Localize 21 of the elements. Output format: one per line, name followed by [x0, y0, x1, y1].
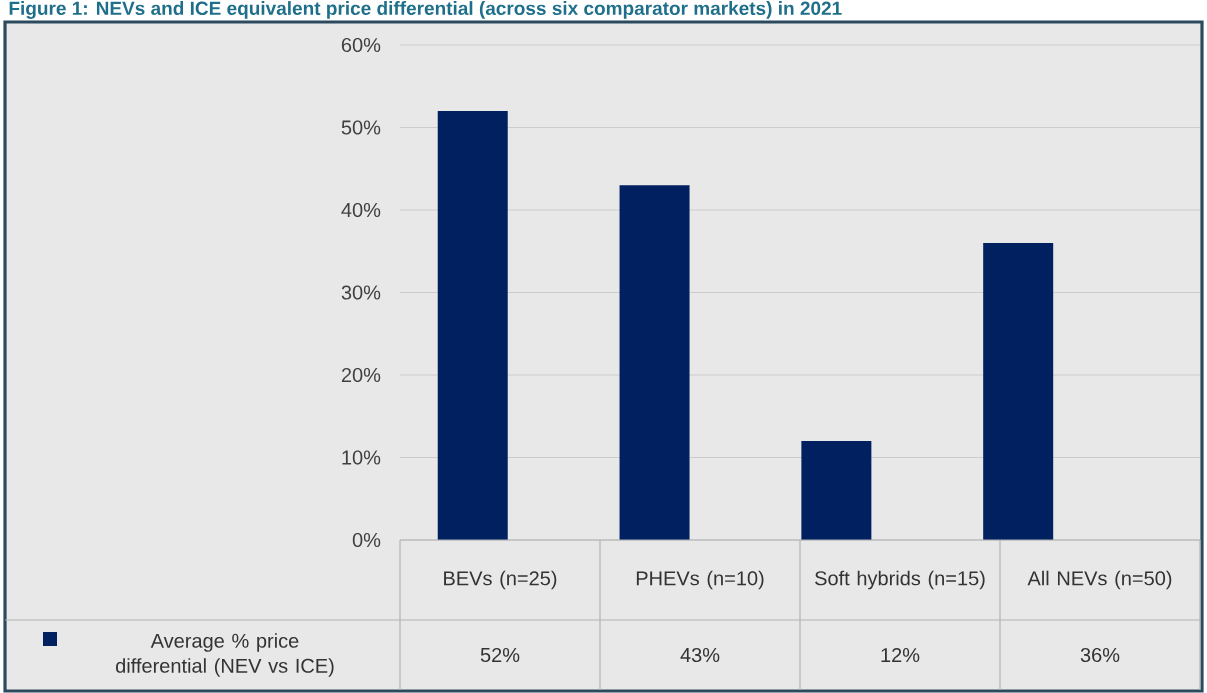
y-tick-label: 10%	[342, 450, 381, 465]
x-tick-label: PHEVs (n=10)	[636, 570, 764, 590]
x-tick-label: Soft hybrids (n=15)	[815, 570, 985, 590]
y-tick-label: 0%	[352, 532, 381, 548]
data-label: 12%	[881, 647, 920, 663]
bar	[619, 185, 690, 540]
bar	[437, 111, 508, 540]
data-label: 36%	[1080, 647, 1120, 663]
x-tick-label: BEVs (n=25)	[444, 570, 557, 590]
y-tick-label: 20%	[341, 367, 381, 383]
data-label: 52%	[480, 647, 520, 663]
data-label: 43%	[680, 647, 720, 663]
bar	[801, 441, 872, 540]
x-tick-label: All NEVs (n=50)	[1027, 570, 1172, 590]
chart-title: Figure 1: NEVs and ICE equivalent price differential (across six comparator markets) in 2021	[9, 1, 842, 19]
text: Average % price differential (NEV vs ICE)	[116, 633, 334, 677]
y-tick-label: 60%	[341, 37, 381, 53]
y-tick-label: 40%	[341, 202, 381, 218]
bar	[983, 243, 1054, 540]
y-tick-label: 30%	[341, 285, 381, 300]
y-tick-label: 50%	[341, 120, 381, 135]
